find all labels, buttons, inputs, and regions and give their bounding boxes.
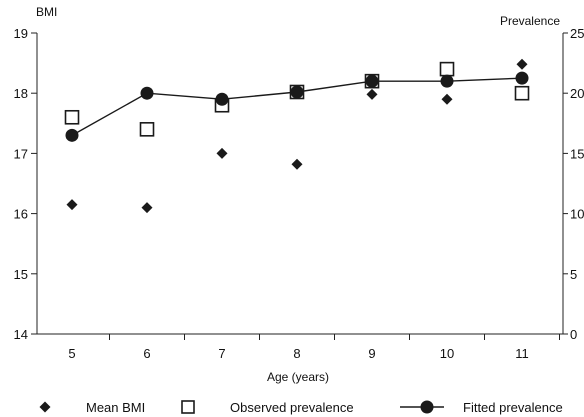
mean-bmi-point — [516, 58, 528, 70]
axes — [36, 33, 564, 335]
legend-observed-prevalence-label: Observed prevalence — [230, 400, 354, 415]
legend-fitted-prevalence-marker — [420, 400, 434, 414]
fitted-prevalence-point — [365, 74, 379, 88]
fitted-prevalence-point — [65, 128, 79, 142]
observed-prevalence-point — [439, 61, 455, 77]
mean-bmi-point — [366, 88, 378, 100]
legend-fitted-prevalence-label: Fitted prevalence — [463, 400, 563, 415]
left-axis-tick-label: 18 — [14, 86, 28, 101]
series-mean-bmi — [66, 58, 528, 214]
fitted-prevalence-point — [440, 74, 454, 88]
x-axis-tick-label: 5 — [68, 346, 75, 361]
left-axis-title: BMI — [36, 5, 57, 19]
mean-bmi-point — [66, 199, 78, 211]
observed-prevalence-point — [139, 122, 155, 137]
mean-bmi-point — [441, 93, 453, 105]
fitted-prevalence-point — [140, 86, 154, 100]
observed-prevalence-point — [64, 109, 80, 125]
left-axis-tick-label: 17 — [14, 146, 28, 161]
left-axis-tick-label: 19 — [14, 26, 28, 41]
axis-ticks — [31, 32, 568, 340]
legend-mean-bmi-label: Mean BMI — [86, 400, 145, 415]
series-fitted-prevalence — [65, 71, 529, 142]
mean-bmi-point — [216, 147, 228, 159]
mean-bmi-point — [291, 158, 303, 170]
x-axis-tick-label: 6 — [143, 346, 150, 361]
fitted-prevalence-point — [215, 92, 229, 106]
left-axis-tick-label: 16 — [14, 207, 28, 222]
plot-marks — [64, 58, 530, 214]
right-axis-tick-label: 25 — [570, 26, 584, 41]
right-axis-tick-label: 5 — [570, 267, 577, 282]
right-axis-tick-label: 15 — [570, 146, 584, 161]
legend: Mean BMI Observed prevalence Fitted preval… — [39, 400, 563, 415]
legend-mean-bmi-marker — [39, 401, 51, 413]
observed-prevalence-point — [514, 85, 530, 101]
right-axis-tick-label: 20 — [570, 86, 584, 101]
x-axis-title: Age (years) — [267, 370, 329, 384]
mean-bmi-point — [141, 202, 153, 214]
right-axis-title: Prevalence — [500, 14, 560, 28]
x-axis-tick-label: 10 — [440, 346, 454, 361]
fitted-prevalence-point — [515, 71, 529, 85]
left-axis-tick-label: 14 — [14, 327, 28, 342]
fitted-prevalence-point — [290, 85, 304, 99]
right-axis-tick-label: 0 — [570, 327, 577, 342]
right-axis-tick-label: 10 — [570, 207, 584, 222]
x-axis-tick-label: 11 — [515, 346, 529, 361]
x-axis-tick-label: 8 — [293, 346, 300, 361]
x-axis-tick-label: 9 — [368, 346, 375, 361]
left-axis-tick-label: 15 — [14, 267, 28, 282]
x-axis-tick-label: 7 — [218, 346, 225, 361]
axis-tick-labels: 14 15 16 17 18 19 0 5 10 15 20 25 5 6 7 8 9 10 11 — [14, 26, 584, 361]
legend-observed-prevalence-marker — [181, 400, 195, 414]
